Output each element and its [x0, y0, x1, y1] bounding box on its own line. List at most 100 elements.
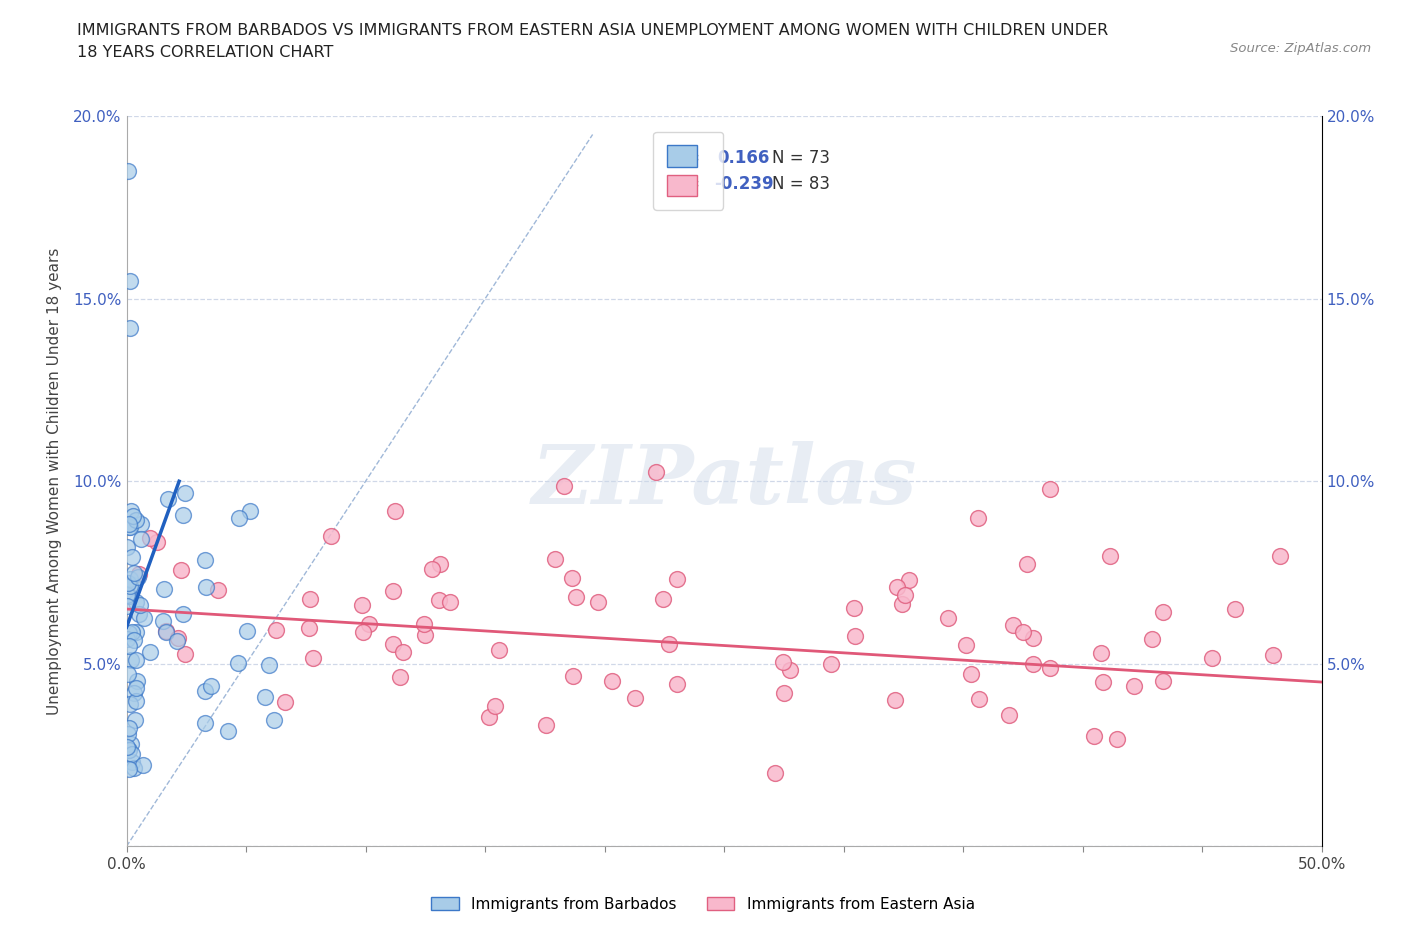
Point: [139, 644, 162, 659]
Point: [302, 651, 325, 666]
Point: [319, 528, 342, 543]
Point: [129, 531, 152, 546]
Point: [194, 552, 217, 567]
Point: [239, 504, 262, 519]
Legend: Immigrants from Barbados, Immigrants from Eastern Asia: Immigrants from Barbados, Immigrants fro…: [425, 890, 981, 918]
Point: [561, 668, 583, 683]
Point: [1223, 602, 1246, 617]
Point: [427, 592, 450, 607]
Point: [1022, 631, 1045, 645]
Point: [118, 589, 141, 604]
Text: -0.239: -0.239: [714, 175, 775, 193]
Point: [623, 691, 645, 706]
Point: [118, 625, 141, 640]
Text: 0.166: 0.166: [717, 149, 769, 167]
Point: [298, 621, 321, 636]
Point: [299, 591, 322, 606]
Point: [200, 679, 222, 694]
Point: [120, 579, 142, 594]
Point: [392, 644, 415, 659]
Point: [117, 762, 139, 777]
Point: [118, 520, 141, 535]
Point: [263, 713, 285, 728]
Point: [121, 746, 143, 761]
Point: [1039, 481, 1062, 496]
Point: [420, 562, 443, 577]
Point: [1091, 674, 1114, 689]
Point: [122, 632, 145, 647]
Point: [120, 321, 142, 336]
Point: [155, 624, 177, 639]
Point: [117, 742, 139, 757]
Point: [274, 694, 297, 709]
Point: [955, 638, 977, 653]
Point: [1083, 729, 1105, 744]
Point: [139, 530, 162, 545]
Point: [124, 694, 146, 709]
Text: IMMIGRANTS FROM BARBADOS VS IMMIGRANTS FROM EASTERN ASIA UNEMPLOYMENT AMONG WOME: IMMIGRANTS FROM BARBADOS VS IMMIGRANTS F…: [77, 23, 1108, 38]
Point: [1107, 732, 1129, 747]
Point: [844, 629, 866, 644]
Point: [117, 726, 139, 741]
Point: [195, 579, 218, 594]
Point: [226, 656, 249, 671]
Point: [773, 685, 796, 700]
Point: [1017, 556, 1039, 571]
Point: [125, 653, 148, 668]
Point: [772, 655, 794, 670]
Text: N = 73: N = 73: [772, 149, 830, 167]
Point: [1022, 657, 1045, 671]
Point: [1263, 647, 1285, 662]
Point: [120, 697, 142, 711]
Point: [117, 164, 139, 179]
Point: [969, 692, 991, 707]
Point: [586, 594, 609, 609]
Point: [121, 754, 143, 769]
Point: [174, 646, 197, 661]
Point: [665, 571, 688, 586]
Point: [600, 674, 623, 689]
Point: [1099, 549, 1122, 564]
Point: [128, 597, 150, 612]
Point: [645, 465, 668, 480]
Point: [152, 614, 174, 629]
Point: [172, 508, 194, 523]
Point: [118, 273, 141, 288]
Point: [122, 685, 145, 700]
Point: [194, 684, 217, 699]
Y-axis label: Unemployment Among Women with Children Under 18 years: Unemployment Among Women with Children U…: [48, 247, 62, 715]
Point: [132, 758, 155, 773]
Point: [125, 594, 148, 609]
Point: [121, 625, 143, 640]
Point: [820, 657, 842, 671]
Point: [997, 708, 1019, 723]
Point: [120, 652, 142, 667]
Point: [115, 539, 138, 554]
Text: N = 83: N = 83: [772, 175, 830, 193]
Point: [413, 617, 436, 631]
Point: [1152, 604, 1174, 619]
Point: [439, 594, 461, 609]
Point: [166, 631, 188, 645]
Point: [1201, 650, 1223, 665]
Point: [152, 581, 174, 596]
Point: [884, 692, 907, 707]
Point: [665, 677, 688, 692]
Point: [544, 551, 567, 566]
Point: [118, 571, 141, 586]
Point: [893, 588, 915, 603]
Point: [842, 601, 865, 616]
Point: [174, 485, 197, 500]
Point: [125, 512, 148, 527]
Text: ZIPatlas: ZIPatlas: [531, 441, 917, 522]
Point: [1152, 673, 1174, 688]
Point: [125, 674, 148, 689]
Point: [218, 724, 240, 738]
Text: R =: R =: [671, 149, 706, 167]
Point: [118, 639, 141, 654]
Point: [1090, 646, 1112, 661]
Point: [1123, 679, 1146, 694]
Point: [779, 663, 801, 678]
Point: [536, 718, 558, 733]
Point: [966, 511, 988, 525]
